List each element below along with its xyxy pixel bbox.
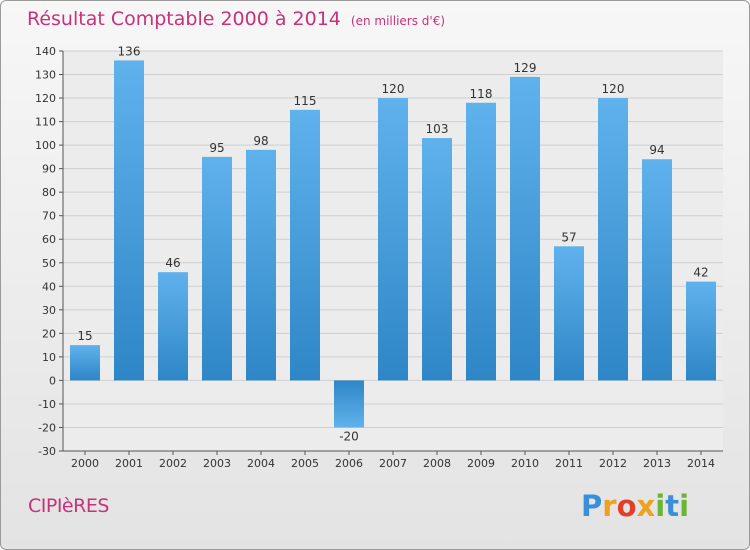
- y-tick-label: 50: [42, 257, 56, 270]
- bar-value-label: 98: [253, 134, 268, 148]
- y-tick-label: 90: [42, 163, 56, 176]
- x-tick-label: 2009: [467, 457, 495, 470]
- chart-title-text: Résultat Comptable 2000 à 2014: [27, 8, 341, 30]
- bar-value-label: 103: [426, 122, 449, 136]
- x-tick-label: 2007: [379, 457, 407, 470]
- bar-value-label: 136: [118, 44, 141, 58]
- bar: [334, 380, 364, 428]
- y-tick-label: 130: [35, 69, 56, 82]
- x-tick-label: 2011: [555, 457, 583, 470]
- bar: [70, 345, 100, 381]
- bar-value-label: -20: [339, 429, 359, 443]
- bar-value-label: 120: [602, 82, 625, 96]
- y-tick-label: 80: [42, 186, 56, 199]
- bar: [642, 159, 672, 381]
- bar: [246, 149, 276, 381]
- y-tick-label: -30: [38, 445, 56, 458]
- bar: [466, 102, 496, 381]
- bar: [598, 98, 628, 381]
- chart-subtitle: (en milliers d'€): [350, 14, 446, 28]
- bar-value-label: 129: [514, 61, 537, 75]
- y-tick-label: 140: [35, 45, 56, 58]
- x-tick-label: 2004: [247, 457, 275, 470]
- x-tick-label: 2002: [159, 457, 187, 470]
- bar: [290, 109, 320, 381]
- proxiti-logo: Proxiti: [581, 489, 689, 523]
- bar-value-label: 115: [294, 94, 317, 108]
- logo-letter: r: [602, 489, 617, 523]
- x-tick-label: 2013: [643, 457, 671, 470]
- bar: [422, 138, 452, 381]
- x-tick-label: 2010: [511, 457, 539, 470]
- x-tick-label: 2001: [115, 457, 143, 470]
- x-tick-label: 2012: [599, 457, 627, 470]
- bar: [686, 281, 716, 381]
- bar: [158, 272, 188, 381]
- bar-value-label: 118: [470, 87, 493, 101]
- y-tick-label: 100: [35, 139, 56, 152]
- y-tick-label: -10: [38, 398, 56, 411]
- bar: [554, 246, 584, 381]
- chart-title: Résultat Comptable 2000 à 2014 (en millie…: [27, 8, 445, 30]
- bar-value-label: 42: [693, 266, 708, 280]
- bar-value-label: 15: [77, 329, 92, 343]
- x-tick-label: 2005: [291, 457, 319, 470]
- bar: [378, 98, 408, 381]
- logo-letter: x: [636, 489, 656, 523]
- x-tick-label: 2014: [687, 457, 715, 470]
- y-tick-label: 0: [49, 374, 56, 387]
- bar-value-label: 46: [165, 256, 180, 270]
- y-tick-label: 60: [42, 233, 56, 246]
- y-tick-label: 30: [42, 304, 56, 317]
- x-tick-label: 2008: [423, 457, 451, 470]
- place-name: CIPIèRES: [28, 495, 109, 517]
- bar: [114, 60, 144, 381]
- y-tick-label: 10: [42, 351, 56, 364]
- bar-value-label: 95: [209, 141, 224, 155]
- y-tick-label: 40: [42, 280, 56, 293]
- y-tick-label: -20: [38, 421, 56, 434]
- logo-letter: o: [616, 489, 637, 523]
- bar: [510, 76, 540, 381]
- logo-letter: i: [679, 489, 690, 523]
- logo-letter: t: [665, 489, 680, 523]
- y-tick-label: 120: [35, 92, 56, 105]
- x-tick-label: 2006: [335, 457, 363, 470]
- logo-letter: P: [581, 489, 603, 523]
- bar: [202, 156, 232, 381]
- bar-value-label: 94: [649, 143, 664, 157]
- y-tick-label: 20: [42, 327, 56, 340]
- x-tick-label: 2000: [71, 457, 99, 470]
- bar-value-label: 120: [382, 82, 405, 96]
- x-tick-label: 2003: [203, 457, 231, 470]
- y-tick-label: 110: [35, 116, 56, 129]
- y-tick-label: 70: [42, 210, 56, 223]
- bar-value-label: 57: [561, 230, 576, 244]
- logo-letter: i: [655, 489, 666, 523]
